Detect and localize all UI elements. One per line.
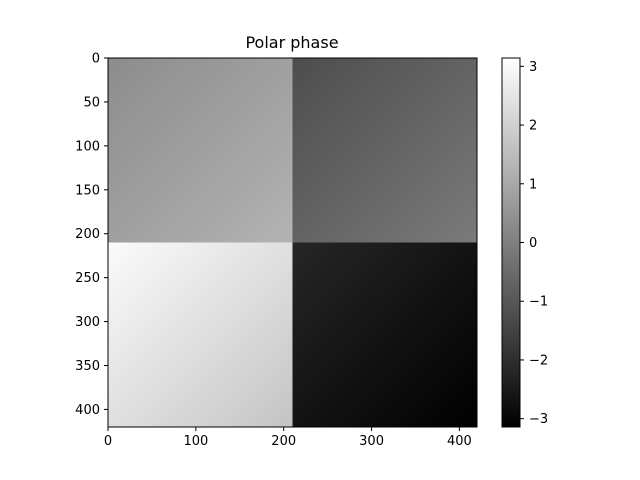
colorbar-tick-label: 2 [529, 119, 537, 134]
y-tick-label: 50 [83, 95, 100, 110]
x-tick-label: 0 [104, 434, 112, 449]
y-tick-label: 250 [75, 271, 100, 286]
x-axis: 0 100 200 300 400 [104, 427, 472, 449]
y-tick-label: 350 [75, 359, 100, 374]
colorbar-tick-label: 1 [529, 177, 537, 192]
y-tick-label: 300 [75, 315, 100, 330]
colorbar-tick-label: −1 [529, 295, 548, 310]
y-tick-label: 400 [75, 403, 100, 418]
colorbar-ticks: 3 2 1 0 −1 −2 −3 [520, 60, 548, 427]
x-tick-label: 300 [359, 434, 384, 449]
y-tick-label: 200 [75, 227, 100, 242]
plot-frame [107, 57, 478, 428]
y-axis: 0 50 100 150 200 250 300 350 400 [75, 52, 108, 418]
y-tick-label: 0 [92, 52, 100, 67]
x-tick-label: 100 [183, 434, 208, 449]
colorbar-tick-label: 0 [529, 236, 537, 251]
colorbar-tick-label: −3 [529, 412, 548, 427]
quadrant-bottom-right [292, 242, 477, 427]
colorbar-gradient [501, 57, 521, 428]
chart-title: Polar phase [245, 33, 339, 52]
quadrant-top-right [292, 58, 477, 243]
quadrant-top-left [108, 58, 293, 243]
colorbar: 3 2 1 0 −1 −2 −3 [501, 57, 548, 428]
heatmap-image [108, 58, 477, 427]
colorbar-tick-label: 3 [529, 60, 537, 75]
x-tick-label: 200 [271, 434, 296, 449]
colorbar-tick-label: −2 [529, 353, 548, 368]
quadrant-bottom-left [108, 242, 293, 427]
x-tick-label: 400 [447, 434, 472, 449]
y-tick-label: 150 [75, 183, 100, 198]
y-tick-label: 100 [75, 139, 100, 154]
